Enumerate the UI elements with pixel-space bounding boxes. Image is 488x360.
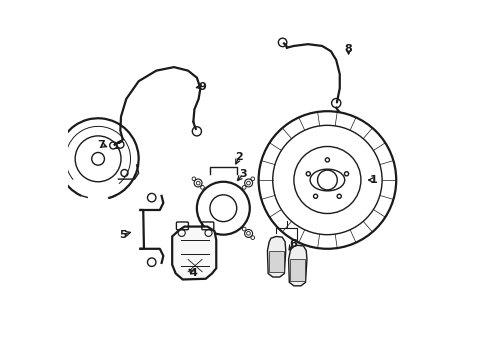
Polygon shape [288, 245, 306, 286]
Polygon shape [269, 251, 284, 272]
Text: 7: 7 [98, 140, 105, 150]
Text: 6: 6 [289, 239, 297, 248]
Polygon shape [267, 237, 285, 277]
Text: 4: 4 [189, 269, 197, 279]
Text: 8: 8 [344, 45, 352, 54]
Text: 3: 3 [239, 169, 247, 179]
Text: 9: 9 [198, 81, 205, 91]
Polygon shape [290, 259, 305, 280]
Text: 5: 5 [119, 230, 126, 240]
Polygon shape [172, 226, 216, 279]
Text: 1: 1 [368, 175, 376, 185]
Text: 2: 2 [235, 152, 243, 162]
